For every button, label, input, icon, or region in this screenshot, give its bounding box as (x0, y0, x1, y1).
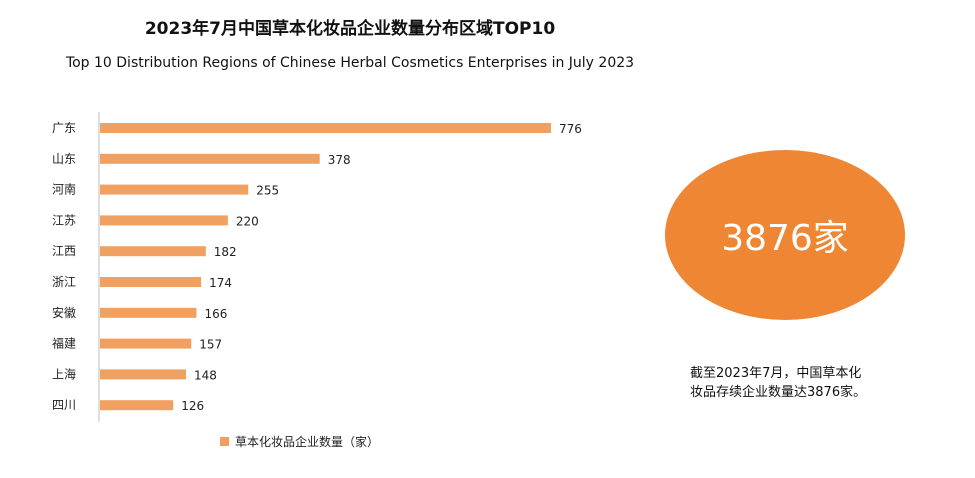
chart-subtitle: Top 10 Distribution Regions of Chinese H… (65, 55, 635, 71)
bar (100, 123, 551, 133)
bar (100, 215, 228, 226)
bar (100, 369, 187, 380)
bar (100, 184, 249, 195)
category-label: 江苏 (52, 213, 76, 227)
value-label: 157 (199, 338, 222, 352)
legend-label: 草本化妆品企业数量（家） (235, 435, 380, 449)
value-label: 126 (181, 399, 204, 413)
value-label: 182 (214, 245, 237, 259)
bar (100, 246, 206, 257)
bar (100, 277, 202, 287)
summary-note-line1: 截至2023年7月，中国草本化 (690, 366, 862, 381)
bar (100, 153, 320, 164)
value-label: 148 (194, 368, 217, 382)
total-value: 3876家 (721, 218, 849, 259)
legend: 草本化妆品企业数量（家） (220, 433, 379, 450)
category-label: 江西 (52, 244, 76, 258)
category-label: 山东 (52, 152, 76, 166)
value-label: 378 (328, 153, 351, 167)
value-label: 776 (559, 122, 582, 136)
category-label: 安徽 (52, 305, 76, 320)
chart-title: 2023年7月中国草本化妆品企业数量分布区域TOP10 (144, 19, 556, 39)
bar (100, 338, 192, 349)
bar (100, 307, 197, 318)
total-highlight-circle: 3876家 (665, 150, 905, 320)
value-label: 174 (209, 276, 232, 290)
category-label: 福建 (52, 336, 76, 351)
legend-swatch (220, 437, 229, 446)
category-label: 浙江 (52, 275, 76, 289)
bar-chart: 广东 776 山东 378 河南 255 江苏 220 江西 182 浙江 174 安徽 166 福建 157… (52, 112, 582, 422)
value-label: 166 (204, 307, 227, 321)
value-label: 220 (236, 214, 259, 228)
category-label: 四川 (52, 398, 76, 412)
value-label: 255 (256, 184, 279, 198)
summary-note-line2: 妆品存续企业数量达3876家。 (690, 385, 867, 400)
category-label: 上海 (52, 366, 76, 381)
summary-note: 截至2023年7月，中国草本化 妆品存续企业数量达3876家。 (690, 364, 920, 402)
category-label: 广东 (52, 121, 76, 135)
category-label: 河南 (52, 182, 76, 197)
bar (100, 400, 174, 411)
